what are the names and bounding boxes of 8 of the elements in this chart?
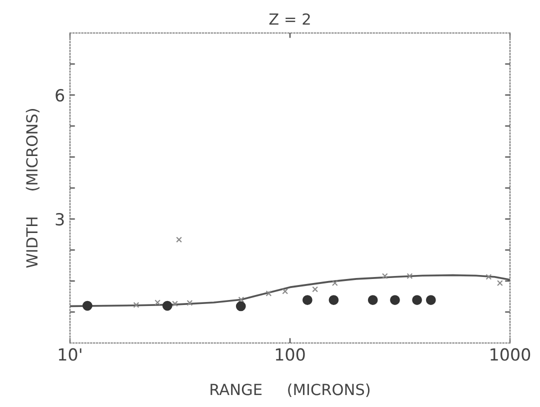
x-tick-label: 10' bbox=[58, 348, 82, 361]
y-axis-title: WIDTH (MICRONS) bbox=[26, 109, 40, 268]
x-axis-title: RANGE (MICRONS) bbox=[210, 383, 370, 398]
x-tick-label: 1000 bbox=[490, 348, 530, 361]
x-tick-label: 100 bbox=[276, 348, 305, 361]
y-tick-label: 6 bbox=[56, 88, 64, 102]
y-tick-label: 3 bbox=[56, 212, 64, 226]
chart-title: Z = 2 bbox=[269, 13, 310, 25]
